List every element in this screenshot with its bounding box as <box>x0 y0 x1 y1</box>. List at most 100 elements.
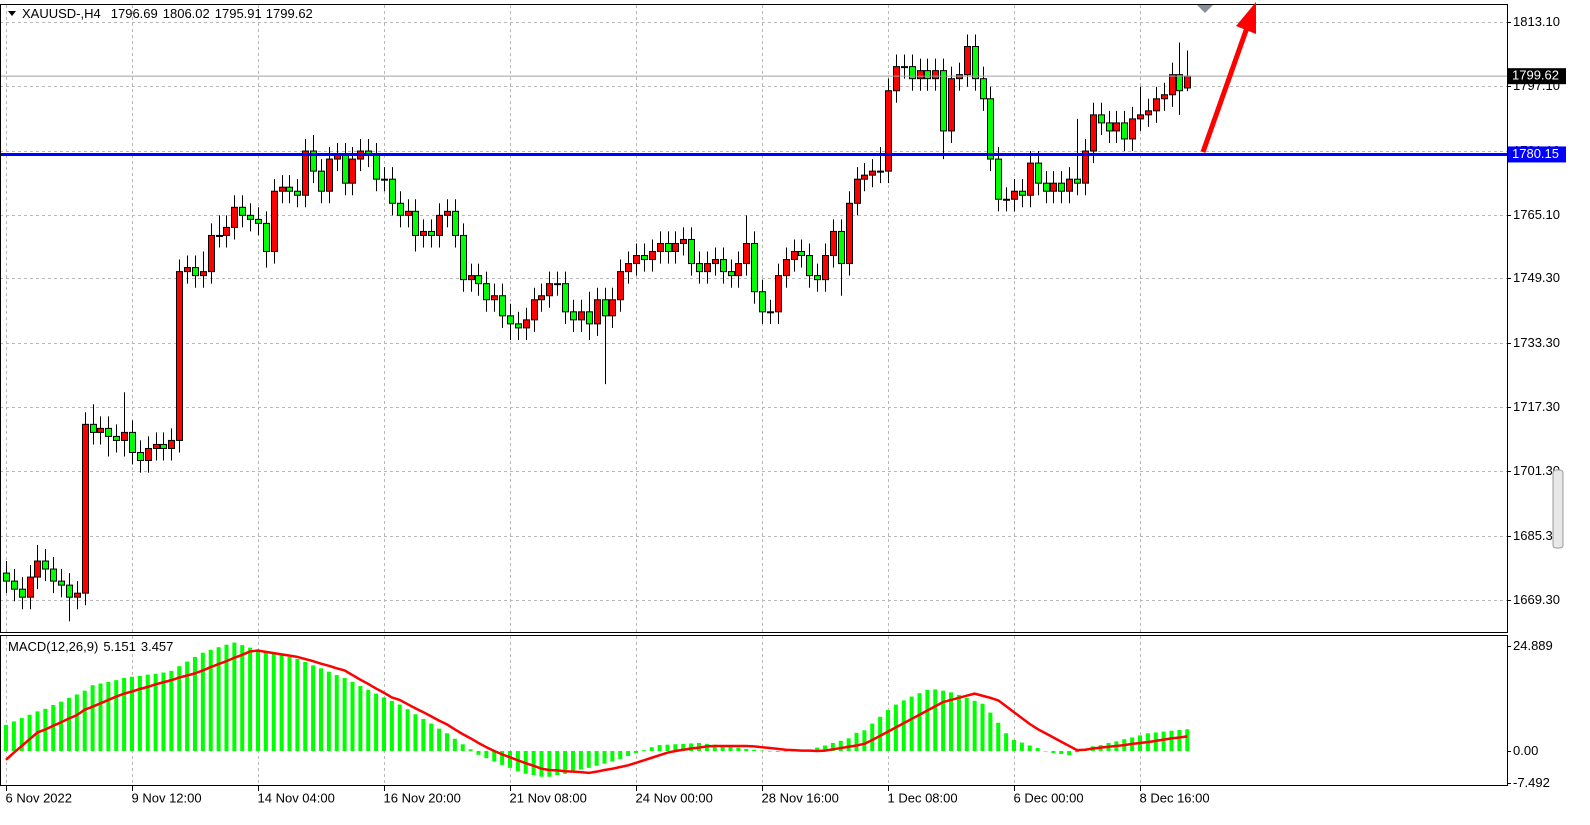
y-tick-label: 1669.30 <box>1513 592 1560 607</box>
histogram-bar <box>531 750 536 776</box>
candle-body <box>625 263 632 273</box>
histogram-bar <box>3 724 8 751</box>
candle-body <box>349 158 356 184</box>
histogram-bar <box>736 747 741 751</box>
histogram-bar <box>161 672 166 751</box>
histogram-bar <box>555 750 560 776</box>
histogram-bar <box>192 656 197 751</box>
candle-body <box>499 295 506 317</box>
histogram-bar <box>602 750 607 764</box>
histogram-bar <box>775 750 780 752</box>
level-label: 1780.15 <box>1512 146 1559 161</box>
histogram-bar <box>224 644 229 751</box>
candle-body <box>861 174 868 180</box>
candle-body <box>704 263 711 273</box>
y-tick-label: 1749.30 <box>1513 270 1560 285</box>
histogram-bar <box>972 700 977 751</box>
arrow-shaft <box>1200 21 1252 153</box>
histogram-bar <box>823 745 828 751</box>
candle-body <box>412 210 419 236</box>
histogram-bar <box>1185 729 1190 751</box>
candle-body <box>1184 75 1191 89</box>
y-tick-label: 1717.30 <box>1513 399 1560 414</box>
candle-body <box>113 435 120 441</box>
histogram-bar <box>232 642 237 751</box>
histogram-bar <box>618 750 623 760</box>
histogram-bar <box>169 670 174 751</box>
candle-body <box>468 275 475 281</box>
histogram-bar <box>1012 740 1017 751</box>
candle-body <box>97 427 104 433</box>
x-tick-label: 6 Dec 00:00 <box>1014 790 1084 805</box>
candle-body <box>657 242 664 253</box>
histogram-bar <box>437 728 442 751</box>
candle-body <box>712 259 719 265</box>
candle-body <box>696 263 703 273</box>
last-price-box <box>1508 68 1566 85</box>
histogram-bar <box>641 750 646 751</box>
candle-body <box>546 283 553 297</box>
histogram-bar <box>397 704 402 751</box>
chart-header: XAUUSD-,H4 1796.69 1806.02 1795.91 1799.62 <box>22 6 313 21</box>
candle-body <box>263 222 270 253</box>
histogram-bar <box>925 689 930 751</box>
histogram-bar <box>665 744 670 751</box>
low-value: 1795.91 <box>215 6 262 21</box>
histogram-bar <box>248 647 253 751</box>
price-panel-frame <box>0 4 1508 633</box>
candle-body <box>720 259 727 273</box>
candle-body <box>586 311 593 325</box>
histogram-bar <box>578 750 583 770</box>
y-tick-label: 1733.30 <box>1513 335 1560 350</box>
candle-body <box>570 311 577 321</box>
candle-body <box>373 154 380 180</box>
candle-body <box>279 186 286 192</box>
candle-body <box>302 150 309 196</box>
candle-body <box>806 255 813 277</box>
candle-body <box>1121 122 1128 140</box>
histogram-bar <box>200 652 205 751</box>
candle-body <box>475 275 482 285</box>
histogram-bar <box>949 692 954 751</box>
candle-body <box>239 206 246 216</box>
histogram-bar <box>1059 750 1064 754</box>
candle-body <box>1066 178 1073 192</box>
candle-body <box>294 190 301 196</box>
x-tick-label: 28 Nov 16:00 <box>762 790 839 805</box>
candle-body <box>1129 118 1136 140</box>
candle-body <box>743 242 750 265</box>
candle-body <box>1050 182 1057 192</box>
candle-body <box>90 423 97 433</box>
candle-body <box>877 170 884 173</box>
grid-layer <box>0 5 1507 785</box>
candle-body <box>145 447 152 462</box>
candle-body <box>192 267 199 277</box>
scroll-handle[interactable] <box>1552 469 1564 549</box>
x-tick-label: 1 Dec 08:00 <box>888 790 958 805</box>
candle-body <box>751 242 758 293</box>
x-tick-label: 14 Nov 04:00 <box>258 790 335 805</box>
histogram-bar <box>492 750 497 762</box>
candle-body <box>286 186 293 192</box>
overlay-layer: 6 Nov 2022 9 Nov 12:00 14 Nov 04:00 16 Nov … <box>6 14 1566 805</box>
candle-body <box>641 255 648 261</box>
histogram-bar <box>830 742 835 751</box>
candle-body <box>940 70 947 132</box>
candle-body <box>814 275 821 281</box>
shift-marker[interactable] <box>1197 5 1213 13</box>
histogram-bar <box>358 686 363 751</box>
candle-body <box>129 431 136 453</box>
candle-body <box>869 170 876 176</box>
histogram-bar <box>1051 750 1056 754</box>
candle-body <box>1090 114 1097 152</box>
menu-triangle[interactable] <box>8 11 16 16</box>
candle-body <box>995 158 1002 200</box>
histogram-bar <box>381 697 386 751</box>
candle-body <box>50 568 57 582</box>
candle-body <box>483 283 490 301</box>
candle-body <box>980 78 987 100</box>
histogram-bar <box>649 747 654 751</box>
histogram-bar <box>1169 730 1174 751</box>
histogram-bar <box>720 745 725 751</box>
candle-body <box>602 299 609 317</box>
